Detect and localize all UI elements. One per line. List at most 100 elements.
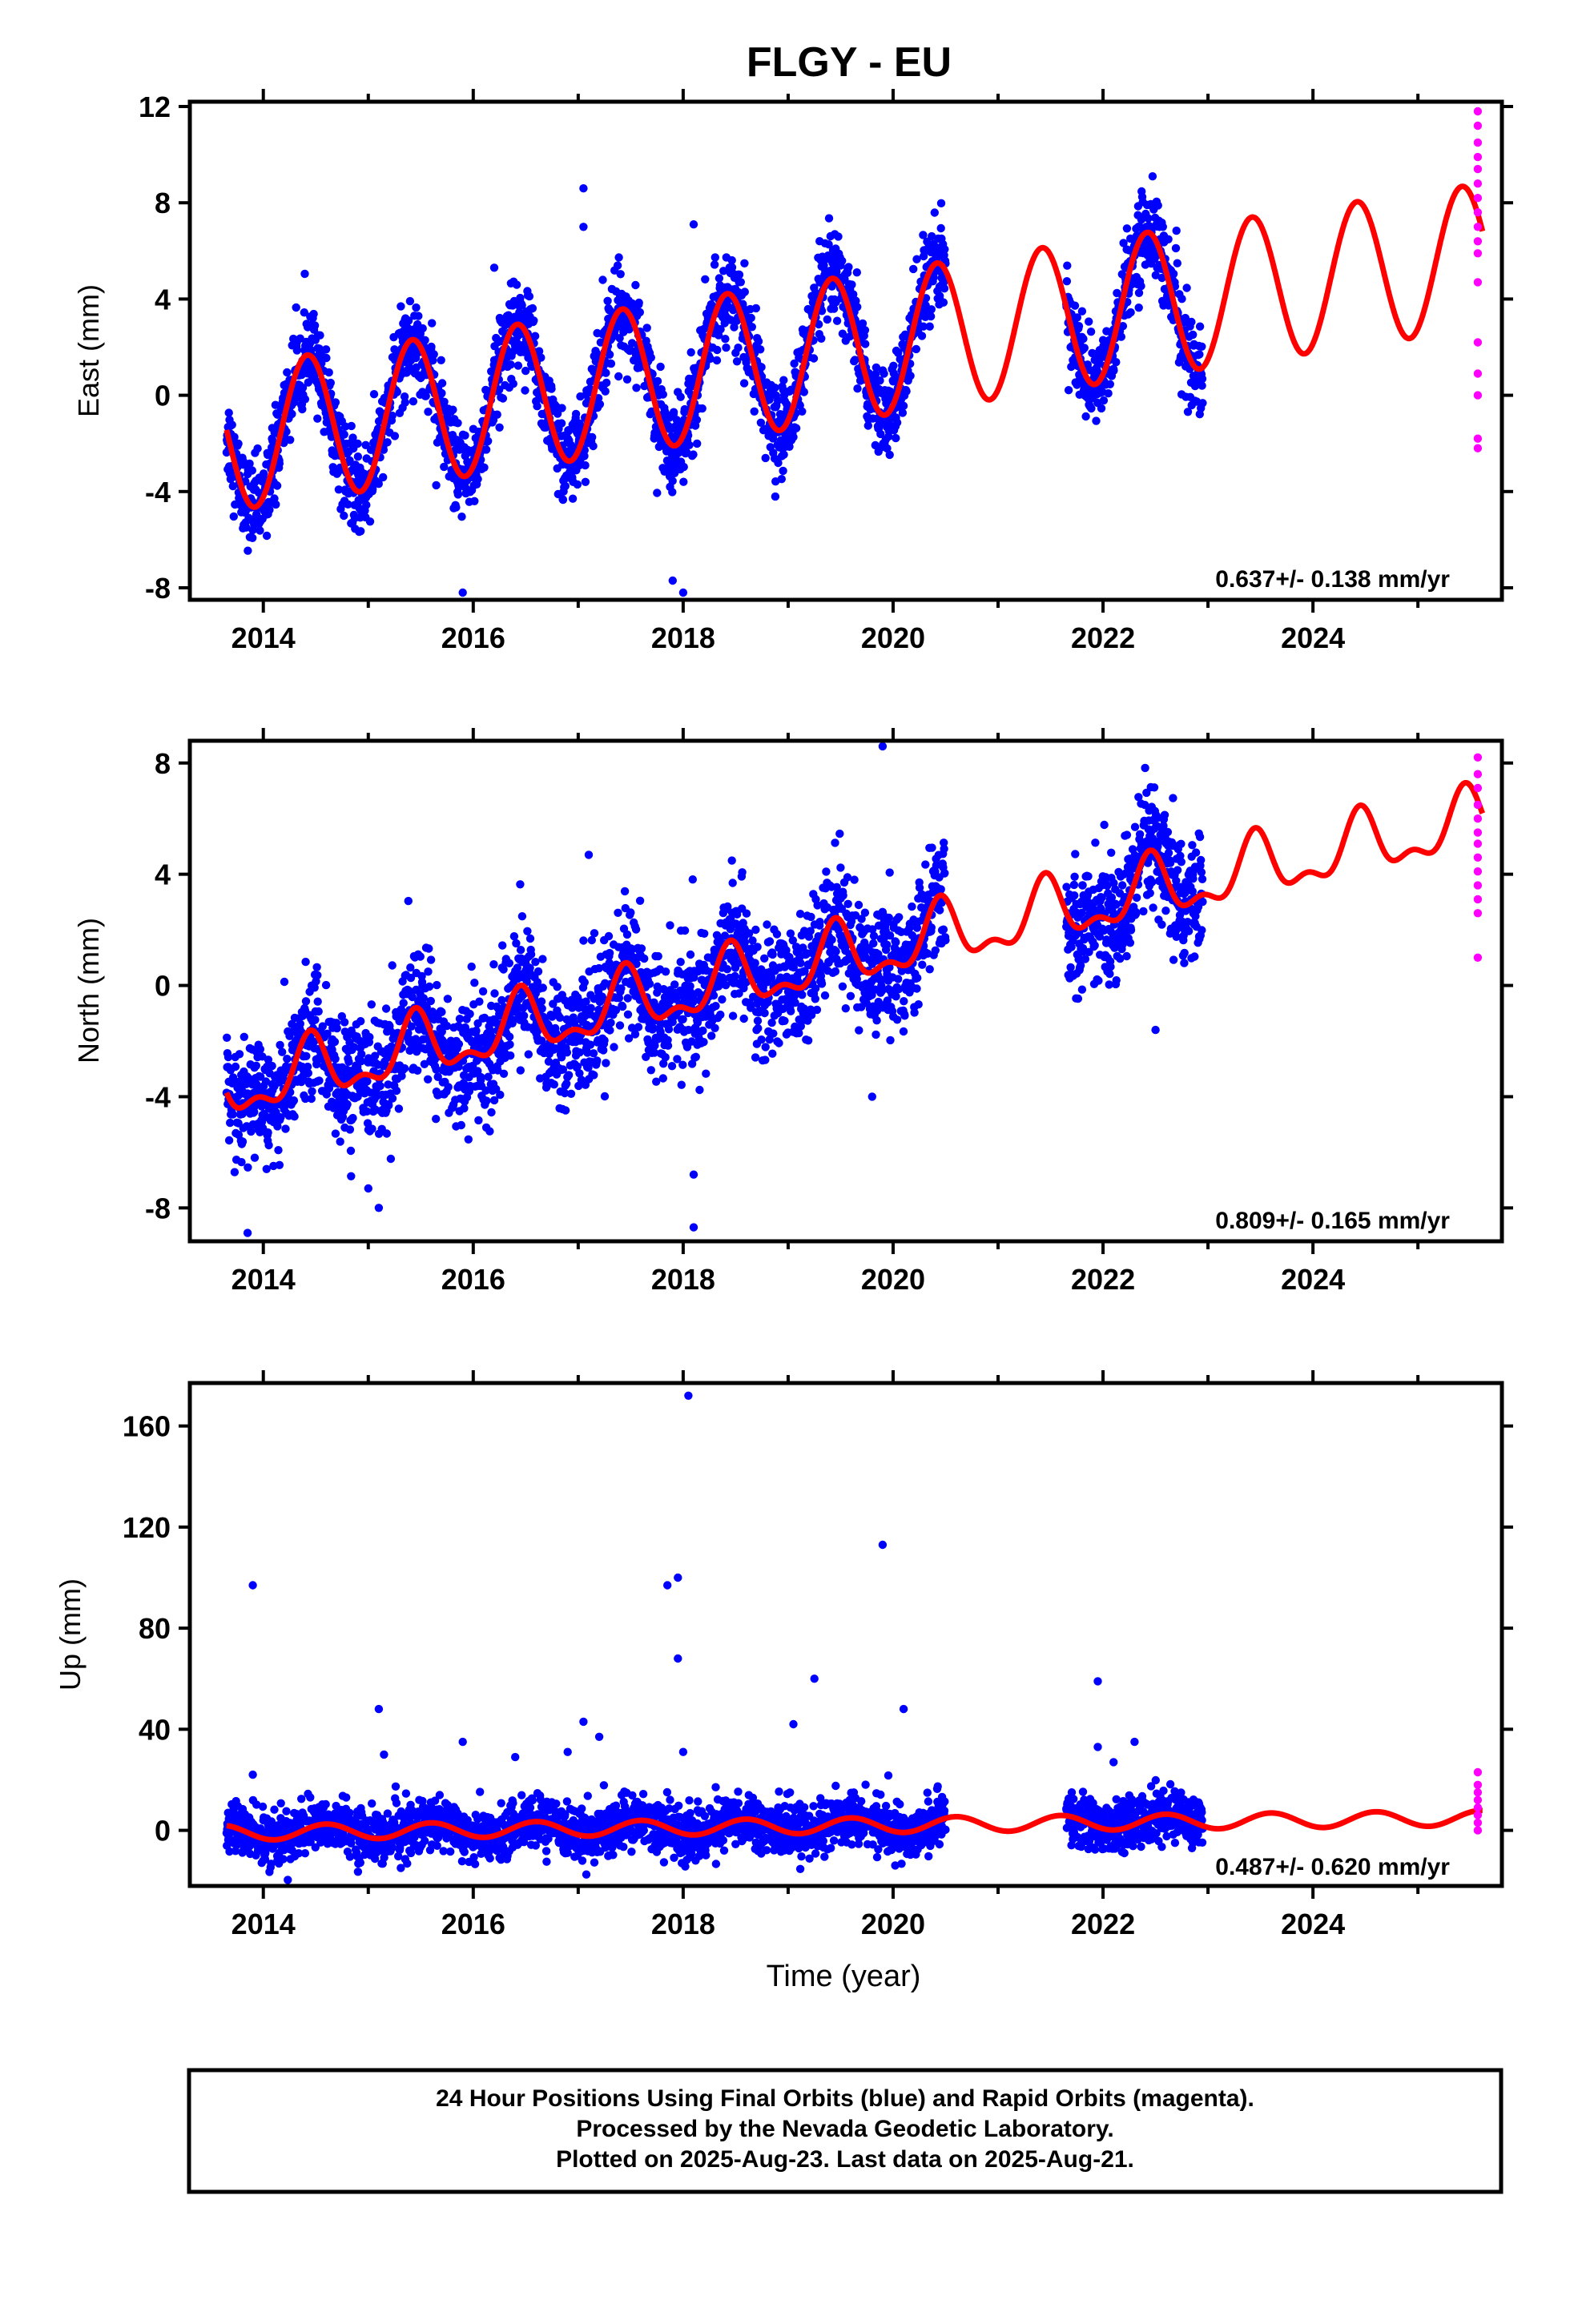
- final-orbit-point: [571, 409, 581, 419]
- final-orbit-point: [521, 386, 529, 395]
- final-orbit-point: [880, 369, 888, 378]
- final-orbit-point: [452, 503, 461, 512]
- final-orbit-point: [831, 967, 840, 976]
- final-orbit-point: [381, 1004, 391, 1013]
- final-orbit-point: [728, 879, 737, 887]
- final-orbit-point: [751, 925, 760, 935]
- final-orbit-point: [658, 1074, 667, 1083]
- final-orbit-point: [637, 944, 646, 953]
- final-orbit-point: [275, 459, 284, 468]
- final-orbit-point: [307, 1094, 316, 1104]
- final-orbit-point: [747, 313, 755, 323]
- final-orbit-point: [224, 408, 233, 417]
- final-orbit-point: [490, 989, 499, 998]
- final-orbit-point: [324, 368, 333, 377]
- final-orbit-point: [425, 982, 434, 991]
- final-orbit-point: [661, 967, 670, 976]
- final-orbit-point: [495, 385, 504, 394]
- final-orbit-point: [634, 298, 643, 308]
- final-orbit-point: [676, 392, 685, 401]
- final-orbit-point: [798, 407, 807, 416]
- final-orbit-point: [602, 378, 611, 388]
- final-orbit-point: [581, 460, 590, 470]
- rapid-orbit-point: [1473, 138, 1483, 147]
- final-orbit-point: [498, 941, 507, 950]
- final-orbit-point: [580, 978, 589, 987]
- final-orbit-point: [248, 533, 257, 542]
- final-orbit-point: [418, 324, 427, 333]
- final-orbit-point: [843, 899, 852, 909]
- final-orbit-point: [309, 309, 318, 319]
- final-orbit-point: [521, 366, 530, 376]
- final-orbit-point: [606, 1018, 615, 1027]
- final-orbit-point: [927, 305, 936, 314]
- final-orbit-point: [1137, 282, 1145, 291]
- final-orbit-point: [484, 436, 493, 445]
- final-orbit-point: [250, 1108, 259, 1116]
- final-orbit-point: [822, 867, 831, 876]
- final-orbit-point: [331, 1055, 340, 1063]
- final-orbit-point: [413, 1066, 422, 1076]
- final-orbit-point: [834, 232, 843, 241]
- final-orbit-point: [1099, 396, 1109, 405]
- final-orbit-point: [815, 918, 824, 927]
- final-orbit-point: [477, 1073, 485, 1082]
- final-orbit-point: [340, 422, 350, 431]
- final-orbit-point: [290, 397, 299, 407]
- final-orbit-point: [861, 340, 870, 348]
- final-orbit-point: [899, 401, 908, 410]
- final-orbit-point: [300, 308, 308, 317]
- final-orbit-point: [505, 1040, 514, 1049]
- final-orbit-point: [823, 315, 832, 324]
- final-orbit-point: [844, 263, 853, 271]
- final-orbit-point: [244, 546, 252, 555]
- final-orbit-point: [330, 1037, 340, 1047]
- final-orbit-point: [869, 931, 879, 940]
- final-orbit-point: [604, 931, 614, 941]
- final-orbit-point: [841, 1004, 851, 1013]
- final-orbit-point: [499, 1069, 509, 1079]
- final-orbit-point: [557, 419, 566, 428]
- final-orbit-point: [780, 1016, 789, 1026]
- final-orbit-point: [235, 501, 244, 509]
- final-orbit-point: [686, 950, 695, 959]
- final-orbit-point: [679, 477, 688, 486]
- final-orbit-point: [763, 920, 771, 929]
- final-orbit-point: [885, 450, 894, 460]
- figure-title: FLGY - EU: [747, 39, 952, 86]
- final-orbit-point: [256, 526, 264, 535]
- final-orbit-point: [283, 368, 292, 377]
- final-orbit-point: [940, 245, 949, 254]
- final-orbit-point: [622, 375, 632, 384]
- final-orbit-point: [489, 960, 498, 969]
- final-orbit-point: [247, 1127, 256, 1136]
- final-orbit-point: [1112, 358, 1121, 367]
- final-orbit-point: [658, 390, 667, 399]
- final-orbit-point: [838, 256, 847, 265]
- x-tick-label: 2016: [441, 621, 505, 654]
- final-orbit-point: [1104, 389, 1113, 398]
- final-orbit-point: [264, 1128, 272, 1137]
- final-orbit-point: [399, 999, 408, 1007]
- final-orbit-point: [872, 1016, 881, 1025]
- rapid-orbit-point: [1473, 107, 1483, 116]
- final-orbit-point: [489, 263, 499, 272]
- final-orbit-point: [1164, 235, 1173, 243]
- final-orbit-point: [740, 259, 749, 267]
- final-orbit-point: [751, 1053, 760, 1062]
- final-orbit-point: [444, 1083, 453, 1092]
- final-orbit-point: [723, 965, 732, 974]
- y-tick-label: -4: [145, 476, 171, 509]
- final-orbit-point: [779, 376, 788, 384]
- final-orbit-point: [631, 280, 640, 290]
- final-orbit-point: [850, 875, 859, 884]
- final-orbit-point: [553, 409, 562, 418]
- final-orbit-point: [860, 908, 870, 917]
- final-orbit-point: [581, 477, 590, 486]
- final-orbit-point: [310, 321, 320, 330]
- final-orbit-point: [286, 436, 295, 444]
- final-orbit-point: [936, 223, 945, 233]
- final-orbit-point: [615, 1021, 625, 1030]
- final-orbit-point: [458, 588, 467, 597]
- final-orbit-point: [598, 275, 607, 284]
